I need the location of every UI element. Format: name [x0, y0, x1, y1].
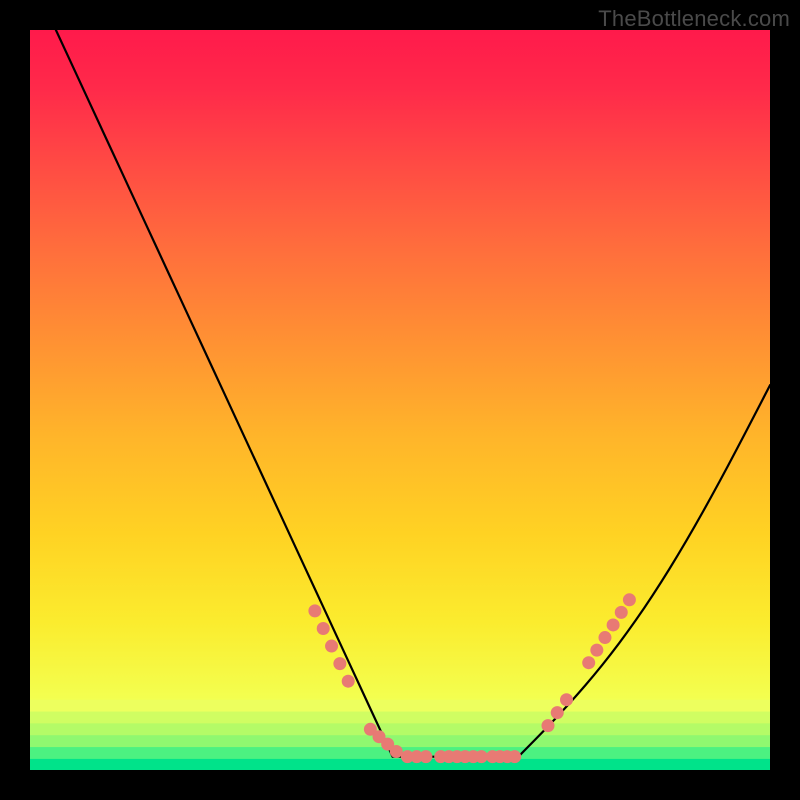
curve-dot: [308, 604, 321, 617]
credit-watermark: TheBottleneck.com: [598, 6, 790, 32]
curve-dot: [582, 656, 595, 669]
bottom-band: [30, 700, 770, 713]
curve-dot: [598, 631, 611, 644]
bottom-band: [30, 712, 770, 725]
curve-dot: [590, 644, 603, 657]
curve-dot: [508, 750, 521, 763]
bottom-band: [30, 735, 770, 748]
curve-dot: [560, 693, 573, 706]
chart-frame: TheBottleneck.com: [0, 0, 800, 800]
plot-area: [30, 30, 770, 770]
curve-dot: [542, 719, 555, 732]
gradient-background: [30, 30, 770, 770]
bottom-band: [30, 723, 770, 736]
curve-dot: [342, 675, 355, 688]
curve-dot: [615, 606, 628, 619]
curve-dot: [475, 750, 488, 763]
curve-dot: [607, 618, 620, 631]
curve-dot: [419, 750, 432, 763]
curve-dot: [390, 745, 403, 758]
curve-dot: [333, 657, 346, 670]
curve-dot: [623, 593, 636, 606]
curve-dot: [325, 640, 338, 653]
curve-dot: [317, 622, 330, 635]
bottom-band: [30, 759, 770, 770]
curve-dot: [551, 706, 564, 719]
plot-svg: [30, 30, 770, 770]
